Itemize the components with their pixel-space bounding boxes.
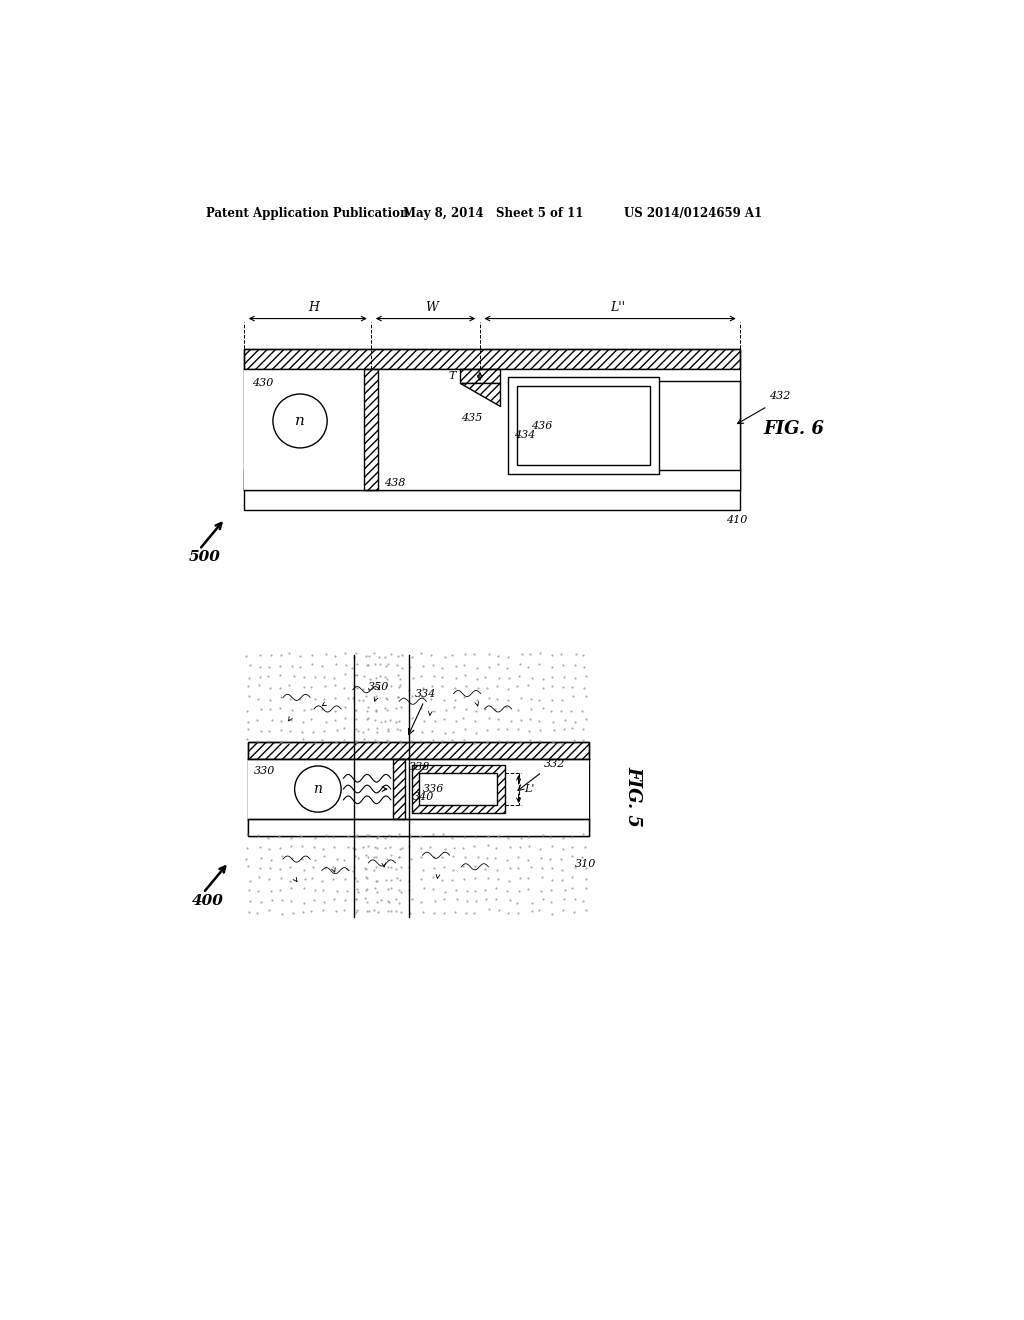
Text: 500: 500 xyxy=(188,550,220,564)
Text: US 2014/0124659 A1: US 2014/0124659 A1 xyxy=(624,207,762,220)
Text: May 8, 2014   Sheet 5 of 11: May 8, 2014 Sheet 5 of 11 xyxy=(403,207,584,220)
Text: n: n xyxy=(313,781,323,796)
Text: 310: 310 xyxy=(575,859,597,869)
Bar xyxy=(248,742,589,836)
Text: H: H xyxy=(308,301,318,314)
Text: L'': L'' xyxy=(610,301,625,314)
Text: 436: 436 xyxy=(531,421,552,430)
Text: L': L' xyxy=(524,784,535,795)
Bar xyxy=(245,350,740,510)
Text: 336: 336 xyxy=(423,784,444,795)
Bar xyxy=(420,774,497,805)
Bar xyxy=(245,470,740,490)
Text: FIG. 5: FIG. 5 xyxy=(624,767,642,828)
Text: 350: 350 xyxy=(369,682,389,693)
Bar xyxy=(248,759,589,818)
Text: n: n xyxy=(295,414,305,428)
Bar xyxy=(412,766,505,813)
Text: 340: 340 xyxy=(414,792,434,801)
Text: W: W xyxy=(426,301,438,314)
Bar xyxy=(393,759,406,818)
Polygon shape xyxy=(460,383,500,407)
Bar xyxy=(365,370,378,490)
Text: 332: 332 xyxy=(544,759,565,768)
Text: 438: 438 xyxy=(385,478,406,488)
Bar xyxy=(508,378,658,474)
Text: FIG. 6: FIG. 6 xyxy=(764,421,824,438)
Bar xyxy=(460,370,500,383)
Bar xyxy=(248,818,589,836)
Bar xyxy=(517,387,649,465)
Text: 330: 330 xyxy=(254,766,275,776)
Text: 410: 410 xyxy=(726,515,748,525)
Text: 432: 432 xyxy=(769,391,791,401)
Bar xyxy=(248,742,589,759)
Bar xyxy=(248,759,589,836)
Text: 430: 430 xyxy=(252,379,273,388)
Text: 434: 434 xyxy=(514,430,536,440)
Text: 435: 435 xyxy=(461,413,482,422)
Text: Patent Application Publication: Patent Application Publication xyxy=(206,207,408,220)
Bar xyxy=(245,370,740,490)
Text: 400: 400 xyxy=(193,894,224,908)
Bar xyxy=(245,350,740,370)
Text: T: T xyxy=(449,371,457,381)
Text: 338: 338 xyxy=(409,762,430,772)
Text: 334: 334 xyxy=(415,689,436,698)
